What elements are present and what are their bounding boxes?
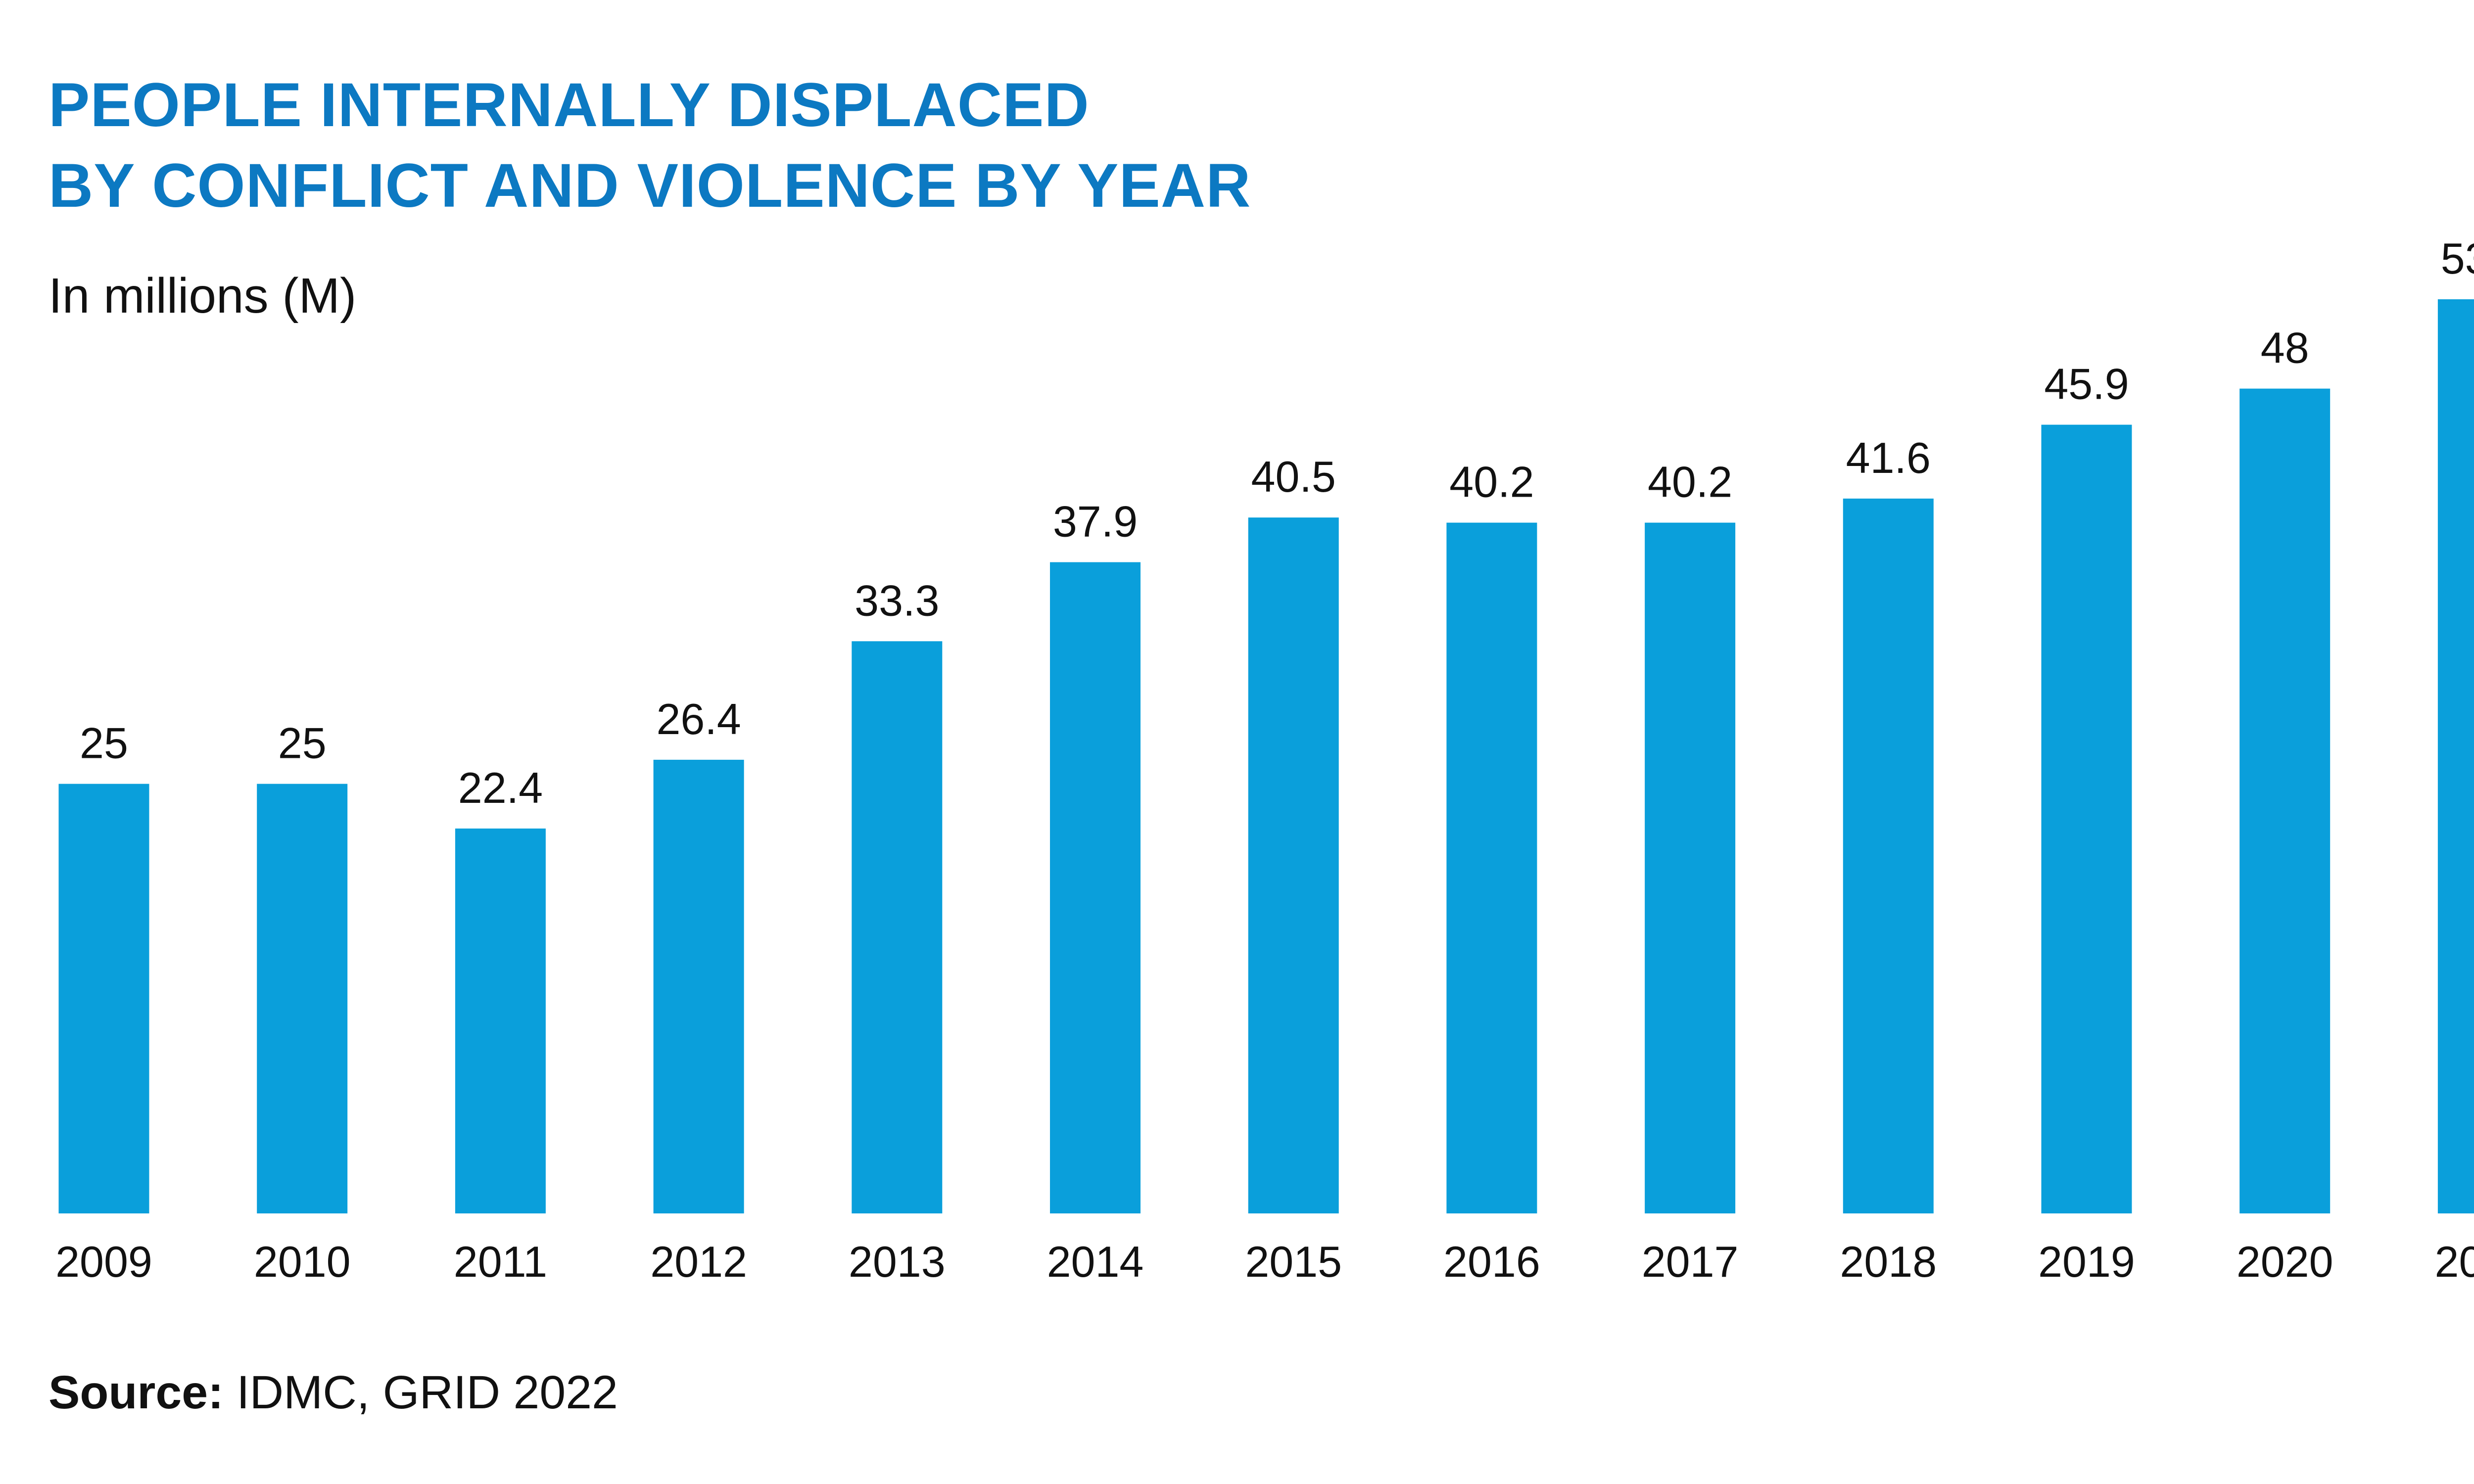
value-label-2015: 40.5 xyxy=(1251,452,1336,501)
bar-2018 xyxy=(1843,498,1934,1213)
bar-2012 xyxy=(653,759,744,1213)
bars-group xyxy=(58,299,2474,1213)
value-label-2012: 26.4 xyxy=(656,695,741,743)
x-tick-label-2017: 2017 xyxy=(1642,1237,1739,1286)
x-tick-label-2009: 2009 xyxy=(55,1237,152,1286)
x-axis-tick-labels: 2009 2010 2011 2012 2013 2014 2015 2016 2017 2018… xyxy=(55,1237,2474,1286)
bar-2013 xyxy=(852,641,943,1213)
bar-2019 xyxy=(2041,424,2132,1213)
value-labels-group: 25 25 22.4 26.4 33.3 37.9 40.5 40.2 40.2 41.6 45.9… xyxy=(80,234,2474,812)
source-label: Source: xyxy=(48,1366,224,1419)
value-label-2021: 53.2 xyxy=(2441,234,2474,283)
value-label-2018: 41.6 xyxy=(1846,433,1931,482)
bar-2016 xyxy=(1446,522,1537,1213)
x-tick-label-2013: 2013 xyxy=(849,1237,946,1286)
value-label-2009: 25 xyxy=(80,719,128,768)
value-label-2019: 45.9 xyxy=(2044,360,2129,409)
bar-2010 xyxy=(257,784,348,1213)
value-label-2013: 33.3 xyxy=(855,576,939,625)
bar-2014 xyxy=(1050,562,1141,1213)
x-tick-label-2019: 2019 xyxy=(2038,1237,2135,1286)
bar-2020 xyxy=(2239,388,2331,1213)
value-label-2010: 25 xyxy=(278,719,327,768)
x-tick-label-2015: 2015 xyxy=(1245,1237,1342,1286)
x-tick-label-2010: 2010 xyxy=(254,1237,351,1286)
value-label-2017: 40.2 xyxy=(1648,458,1732,507)
x-tick-label-2014: 2014 xyxy=(1047,1237,1144,1286)
bar-2015 xyxy=(1248,517,1339,1213)
x-tick-label-2016: 2016 xyxy=(1443,1237,1540,1286)
value-label-2020: 48 xyxy=(2261,324,2309,372)
value-label-2011: 22.4 xyxy=(458,763,543,812)
x-tick-label-2012: 2012 xyxy=(650,1237,747,1286)
chart-title-line-2: BY CONFLICT AND VIOLENCE BY YEAR xyxy=(48,151,1251,220)
x-tick-label-2011: 2011 xyxy=(454,1237,547,1286)
chart-title-line-1: PEOPLE INTERNALLY DISPLACED xyxy=(48,71,1090,139)
x-tick-label-2020: 2020 xyxy=(2236,1237,2333,1286)
bar-2017 xyxy=(1645,522,1736,1213)
bar-2011 xyxy=(455,828,546,1213)
source-note: Source: IDMC, GRID 2022 xyxy=(48,1369,618,1416)
chart-subtitle: In millions (M) xyxy=(48,268,357,324)
bar-2021 xyxy=(2437,299,2474,1213)
bar-2009 xyxy=(58,784,149,1213)
x-tick-label-2018: 2018 xyxy=(1840,1237,1937,1286)
value-label-2016: 40.2 xyxy=(1449,458,1534,507)
x-tick-label-2021: 2021 xyxy=(2435,1237,2474,1286)
source-text: IDMC, GRID 2022 xyxy=(223,1366,618,1419)
value-label-2014: 37.9 xyxy=(1053,497,1138,546)
